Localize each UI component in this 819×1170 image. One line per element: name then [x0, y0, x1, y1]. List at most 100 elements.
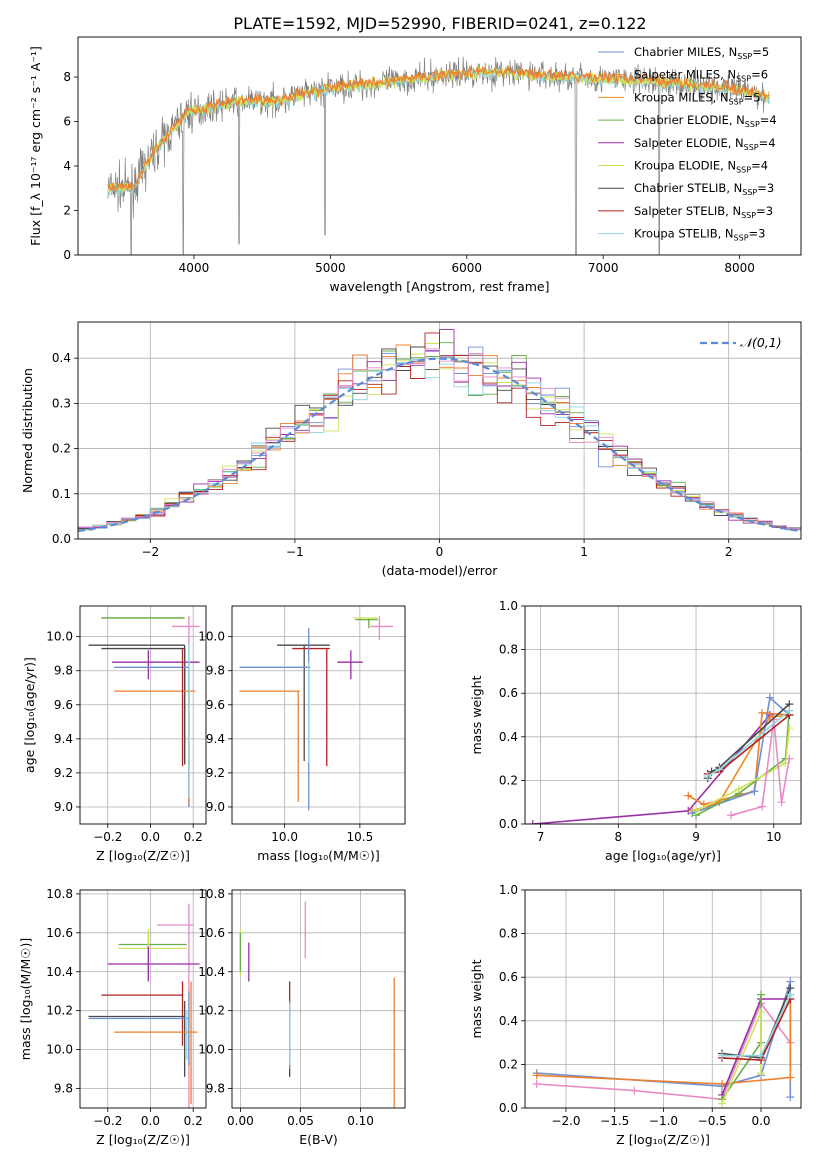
x-tick-label: 2	[725, 545, 733, 559]
mass-weight-point	[777, 798, 786, 807]
axes-frame	[524, 605, 802, 825]
mass-weight-point	[757, 1051, 766, 1060]
legend-label: Kroupa MILES, N	[634, 90, 729, 104]
x-tick-label: 5000	[315, 261, 346, 275]
legend-label: Chabrier ELODIE, N	[634, 113, 745, 127]
legend-label: Chabrier MILES, N	[634, 45, 737, 59]
x-axis-label: Z [log₁₀(Z/Z☉)]	[96, 1132, 190, 1147]
mass-weight-point	[757, 1069, 766, 1078]
mass-weight-point	[786, 990, 795, 999]
legend-label: Kroupa ELODIE, N	[634, 159, 736, 173]
y-tick-label: 0.2	[499, 773, 518, 787]
legend-sub: SSP	[736, 166, 751, 175]
mass-weight-point	[758, 802, 767, 811]
legend-sub: SSP	[744, 143, 759, 152]
x-tick-label: 10.5	[347, 830, 374, 844]
x-tick-label: 0.10	[347, 1114, 374, 1128]
x-axis-label: (data-model)/error	[382, 563, 499, 578]
mass-weight-vs-age-panel: 7 8 9 10 0.0 0.2 0.4 0.6 0.8 1.0 age [log₁₀(age/yr…	[469, 599, 802, 863]
legend-suffix: =4	[760, 113, 777, 127]
legend-sub: SSP	[729, 97, 744, 106]
legend-entry: 𝒩(0,1)	[740, 335, 782, 350]
legend-suffix: =3	[757, 181, 774, 195]
y-tick-label: 9.4	[206, 732, 225, 746]
x-tick-label: 0.00	[227, 1114, 254, 1128]
x-tick-label: 8000	[724, 261, 755, 275]
mass-weight-point	[718, 1080, 727, 1089]
y-tick-label: 0	[63, 248, 71, 262]
mass-weight-point	[734, 785, 743, 794]
y-tick-label: 9.6	[206, 698, 225, 712]
mass-weight-vs-metallicity-panel: −2.0 −1.5 −1.0 −0.5 0.0 0.0 0.2 0.4 0.6 0.8 1.0 Z […	[469, 883, 802, 1147]
legend-entry: Chabrier ELODIE, NSSP=4	[634, 113, 777, 129]
y-tick-label: 0.8	[499, 927, 518, 941]
axes-frame	[77, 321, 802, 540]
x-tick-label: 7	[537, 830, 545, 844]
x-tick-label: −2.0	[551, 1114, 580, 1128]
plot-content	[239, 616, 393, 811]
mass-weight-point	[757, 1008, 766, 1017]
y-axis-label: Flux [f_λ 10⁻¹⁷ erg cm⁻² s⁻¹ A⁻¹]	[28, 46, 43, 246]
y-tick-label: 1.0	[499, 599, 518, 613]
y-tick-label: 10.2	[46, 1004, 73, 1018]
mass-weight-point	[630, 1086, 639, 1095]
plot-content	[239, 901, 395, 1108]
legend-suffix: =5	[752, 45, 769, 59]
mass-weight-point	[758, 708, 767, 717]
mass-vs-metallicity-panel: −0.2 0.0 0.2 9.8 10.0 10.2 10.4 10.6 10.8 Z [log₁…	[18, 887, 207, 1147]
y-tick-label: 9.8	[54, 1082, 73, 1096]
x-axis-label: Z [log₁₀(Z/Z☉)]	[616, 1132, 710, 1147]
x-axis-label: wavelength [Angstrom, rest frame]	[329, 279, 549, 294]
x-tick-label: −1.0	[649, 1114, 678, 1128]
y-tick-label: 10.0	[46, 1043, 73, 1057]
y-axis-label: mass [log₁₀(M/M☉)]	[18, 938, 33, 1060]
mass-weight-series-line	[695, 728, 791, 812]
mass-weight-point	[692, 806, 701, 815]
x-tick-label: 6000	[452, 261, 483, 275]
mass-weight-point	[727, 811, 736, 820]
y-tick-label: 10.8	[198, 887, 225, 901]
y-tick-label: 9.6	[54, 698, 73, 712]
y-tick-label: 9.2	[54, 766, 73, 780]
mass-weight-point	[765, 693, 774, 702]
x-axis-label: age [log₁₀(age/yr)]	[605, 848, 721, 863]
x-tick-label: −1	[286, 545, 304, 559]
model-spectrum-line	[107, 65, 770, 193]
y-tick-label: 10.0	[198, 630, 225, 644]
plot-content	[532, 977, 795, 1108]
y-tick-label: 0.6	[499, 970, 518, 984]
y-tick-label: 10.4	[198, 965, 225, 979]
legend-suffix: =4	[751, 159, 768, 173]
x-axis-label: Z [log₁₀(Z/Z☉)]	[96, 848, 190, 863]
y-tick-label: 1.0	[499, 883, 518, 897]
mass-vs-ebv-panel: 0.00 0.05 0.10 9.8 10.0 10.2 10.4 10.6 10.8 E(B-V…	[198, 887, 406, 1147]
mass-weight-point	[786, 1073, 795, 1082]
y-tick-label: 10.6	[46, 926, 73, 940]
x-tick-label: −2	[141, 545, 159, 559]
legend-suffix: =4	[759, 136, 776, 150]
mass-weight-point	[703, 772, 712, 781]
x-tick-label: 0.0	[141, 1114, 160, 1128]
y-tick-label: 0.1	[52, 487, 71, 501]
mass-weight-series-line	[536, 994, 792, 1085]
legend-label: Salpeter ELODIE, N	[634, 136, 744, 150]
residual-histogram-panel: −2 −1 0 1 2 0.0 0.1 0.2 0.3 0.4 (data-model)/error…	[20, 321, 802, 578]
x-tick-label: 0.2	[184, 1114, 203, 1128]
y-tick-label: 9.2	[206, 766, 225, 780]
legend-sub: SSP	[734, 234, 749, 243]
age-vs-mass-panel: 10.0 10.5 9.0 9.2 9.4 9.6 9.8 10.0 mass [log₁₀(M…	[198, 605, 406, 863]
legend-entry: Salpeter STELIB, NSSP=3	[634, 204, 773, 220]
y-tick-label: 8	[63, 70, 71, 84]
y-tick-label: 0.0	[499, 817, 518, 831]
plot-content	[78, 329, 801, 533]
x-tick-label: 7000	[588, 261, 619, 275]
observed-spectrum-line	[107, 56, 770, 255]
mass-weight-point	[532, 1071, 541, 1080]
legend-sub: SSP	[736, 75, 751, 84]
legend-sub: SSP	[737, 52, 752, 61]
y-tick-label: 9.4	[54, 732, 73, 746]
mass-weight-series-line	[532, 714, 771, 824]
mass-weight-point	[757, 990, 766, 999]
